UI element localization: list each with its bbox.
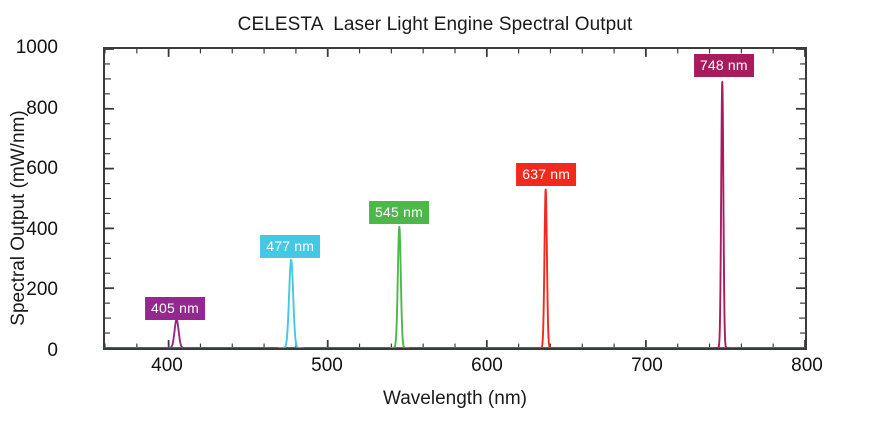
y-tick-label: 600 [26,158,58,180]
peak-label-637nm: 637 nm [516,163,577,187]
spectral-peak-637nm [537,188,554,348]
y-tick-label: 0 [47,340,58,361]
spectral-peak-545nm [389,225,410,348]
x-tick-label: 800 [791,355,823,376]
y-tick-label: 200 [26,279,58,301]
spectral-peak-748nm [714,80,730,348]
y-tick-label: 1000 [15,37,58,58]
peak-label-477nm: 477 nm [260,235,321,259]
x-tick-label: 400 [151,355,183,376]
y-tick-label: 800 [26,97,58,119]
plot-frame [103,47,807,350]
x-axis-title: Wavelength (nm) [383,388,527,409]
spectral-peak-477nm [278,258,305,348]
y-tick-label: 400 [26,218,58,240]
plot-area [105,49,805,348]
y-axis-title: Spectral Output (mW/nm) [8,110,29,326]
peak-label-405nm: 405 nm [145,296,205,320]
spectral-peak-405nm [163,318,190,348]
x-tick-label: 700 [631,355,663,376]
x-tick-label: 500 [311,355,343,376]
peak-label-545nm: 545 nm [369,201,429,225]
chart-title: CELESTA Laser Light Engine Spectral Outp… [237,14,633,35]
x-tick-label: 600 [471,355,503,376]
peak-label-748nm: 748 nm [693,54,754,78]
